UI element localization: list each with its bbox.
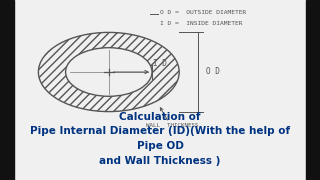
Text: I D =  INSIDE DIAMETER: I D = INSIDE DIAMETER	[160, 21, 243, 26]
Text: Pipe OD: Pipe OD	[137, 141, 183, 151]
Text: WALL  THICKNESS: WALL THICKNESS	[146, 123, 198, 128]
Bar	[0, 0, 14, 180]
Text: Calculation of: Calculation of	[119, 112, 201, 122]
Text: I D: I D	[153, 58, 167, 68]
Text: Pipe Internal Diameter (ID)(With the help of: Pipe Internal Diameter (ID)(With the hel…	[30, 126, 290, 136]
Bar	[306, 0, 320, 180]
Text: and Wall Thickness ): and Wall Thickness )	[99, 156, 221, 166]
Circle shape	[38, 32, 179, 112]
Circle shape	[66, 48, 152, 96]
Text: O D =  OUTSIDE DIAMETER: O D = OUTSIDE DIAMETER	[160, 10, 246, 15]
Text: O D: O D	[206, 68, 220, 76]
